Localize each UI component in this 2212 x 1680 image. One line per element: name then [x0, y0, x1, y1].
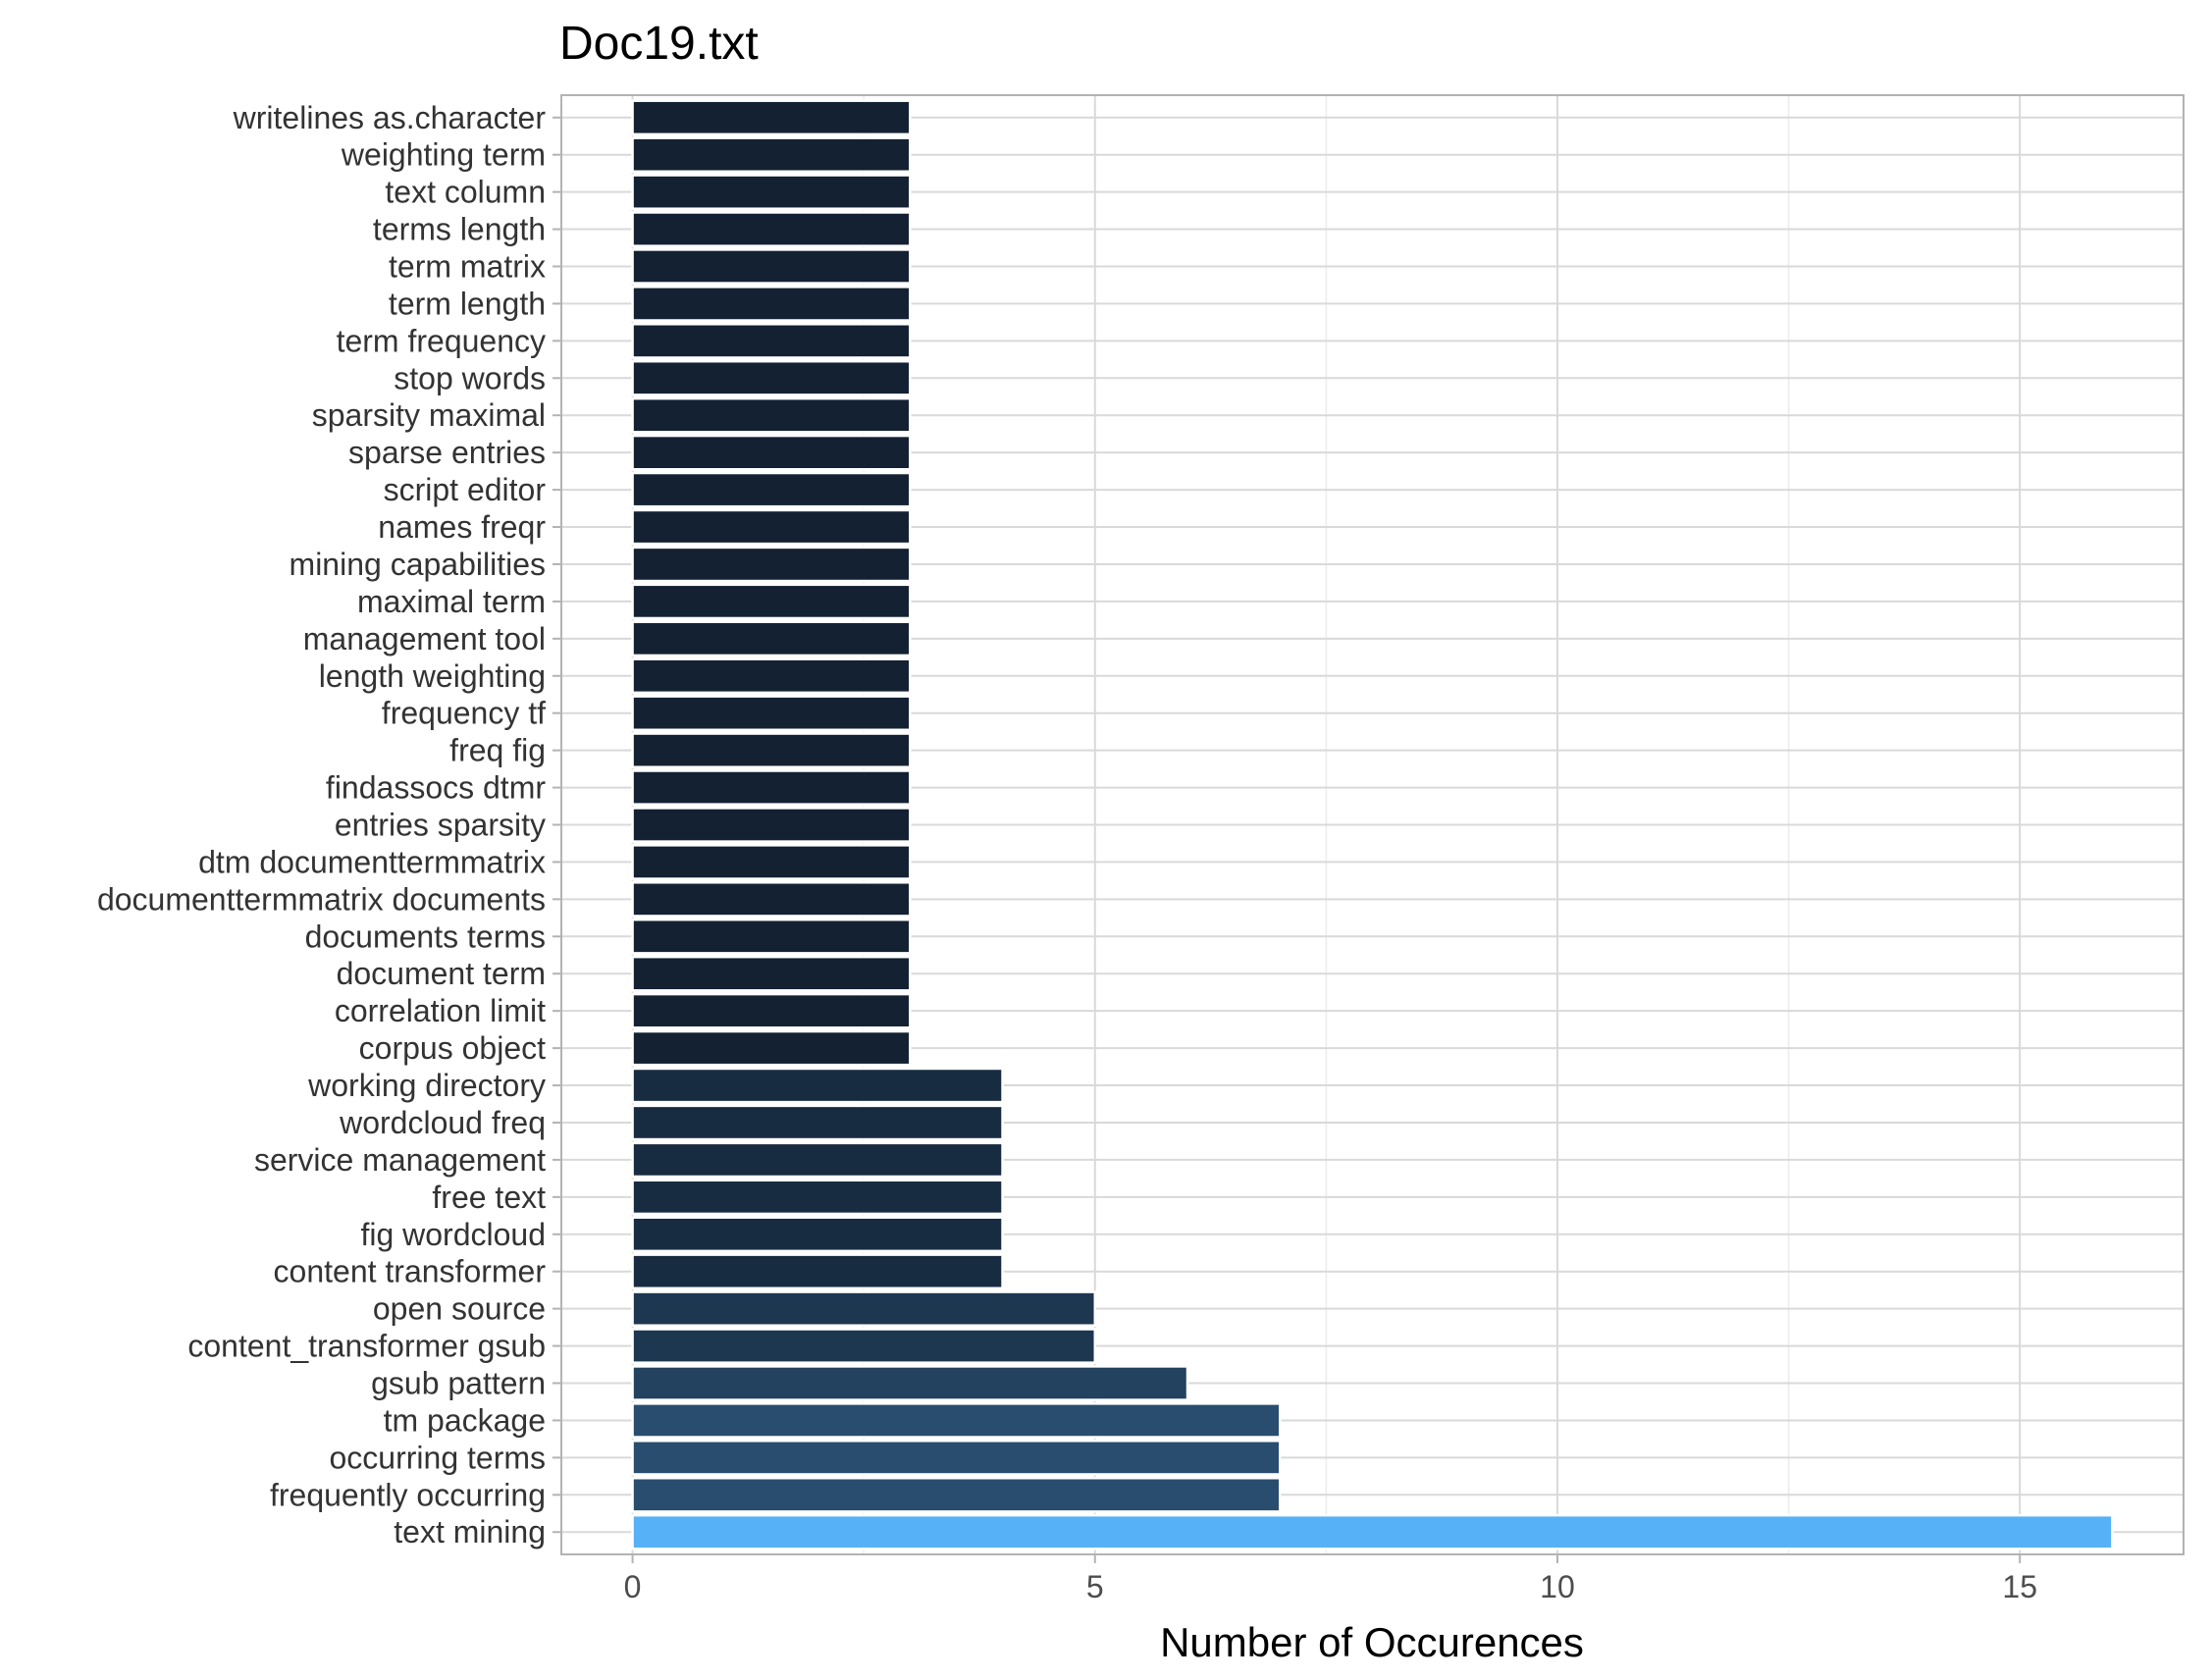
bar [631, 434, 912, 471]
bar [631, 918, 912, 955]
y-tick-label: script editor [384, 472, 547, 507]
bar [631, 1328, 1097, 1364]
y-tick-label: corpus object [359, 1030, 546, 1066]
x-axis-title: Number of Occurences [1160, 1619, 1584, 1665]
y-tick-label: content_transformer gsub [187, 1329, 546, 1364]
bar [631, 732, 912, 768]
bar [631, 471, 912, 508]
bars [631, 99, 2114, 1550]
y-tick-label: sparse entries [348, 435, 546, 470]
y-tick-label: frequently occurring [270, 1477, 546, 1512]
x-tick-label: 10 [1540, 1569, 1575, 1604]
bar [631, 1402, 1282, 1439]
bar [631, 695, 912, 732]
x-axis-ticks: 0 5 10 15 [624, 1554, 2037, 1604]
bar [631, 248, 912, 285]
bar [631, 657, 912, 695]
bar [631, 844, 912, 880]
y-tick-label: entries sparsity [335, 808, 546, 843]
bar [631, 136, 912, 174]
y-tick-label: tm package [384, 1402, 546, 1438]
bar [631, 620, 912, 657]
bar [631, 1067, 1004, 1104]
y-tick-label: service management [254, 1142, 546, 1178]
bar [631, 1179, 1004, 1216]
y-tick-label: text mining [394, 1514, 546, 1549]
bar [631, 546, 912, 583]
bar [631, 286, 912, 322]
y-tick-label: free text [432, 1180, 546, 1215]
y-tick-label: text column [385, 175, 546, 210]
bar [631, 1440, 1282, 1476]
chart-title: Doc19.txt [559, 18, 759, 70]
bar [631, 1029, 912, 1067]
bar [631, 1476, 1282, 1513]
y-tick-label: freq fig [449, 733, 546, 768]
bar [631, 769, 912, 806]
y-tick-label: document term [337, 956, 546, 991]
y-tick-label: correlation limit [335, 993, 546, 1028]
y-tick-label: writelines as.character [233, 100, 547, 135]
y-tick-label: open source [373, 1291, 546, 1327]
y-tick-label: sparsity maximal [312, 397, 546, 433]
y-tick-label: content transformer [274, 1254, 547, 1289]
bar [631, 1365, 1189, 1401]
bar [631, 99, 912, 136]
bar [631, 807, 912, 843]
bar [631, 992, 912, 1029]
bar [631, 1104, 1004, 1141]
x-tick-label: 15 [2002, 1569, 2037, 1604]
bar [631, 508, 912, 546]
y-tick-label: names freqr [378, 509, 546, 545]
bar [631, 955, 912, 992]
y-tick-label: stop words [394, 360, 546, 395]
bar [631, 323, 912, 359]
y-tick-label: mining capabilities [290, 547, 546, 582]
y-tick-label: management tool [303, 621, 546, 656]
y-tick-label: findassocs dtmr [326, 770, 546, 806]
y-tick-label: term frequency [337, 323, 546, 358]
y-tick-label: gsub pattern [371, 1366, 546, 1401]
bar [631, 396, 912, 434]
y-tick-label: working directory [307, 1068, 546, 1103]
bar [631, 211, 912, 247]
y-tick-label: dtm documenttermmatrix [198, 844, 546, 879]
y-tick-label: weighting term [341, 137, 546, 173]
y-tick-label: documenttermmatrix documents [97, 881, 546, 917]
bar [631, 1216, 1004, 1253]
bar [631, 359, 912, 396]
y-tick-label: maximal term [357, 584, 546, 619]
y-tick-label: frequency tf [382, 696, 546, 731]
y-tick-label: terms length [373, 212, 546, 247]
x-tick-label: 5 [1086, 1569, 1104, 1604]
bar [631, 1513, 2114, 1550]
y-tick-label: wordcloud freq [339, 1105, 546, 1140]
x-tick-label: 0 [624, 1569, 642, 1604]
y-tick-label: fig wordcloud [360, 1217, 546, 1252]
bar [631, 174, 912, 210]
y-tick-label: term matrix [389, 248, 546, 284]
bar [631, 583, 912, 620]
bar [631, 881, 912, 918]
y-tick-label: term length [389, 286, 546, 321]
bar [631, 1253, 1004, 1290]
y-tick-label: documents terms [305, 919, 546, 954]
bar [631, 1141, 1004, 1179]
y-tick-label: length weighting [319, 658, 546, 694]
bar [631, 1290, 1097, 1327]
y-tick-label: occurring terms [330, 1440, 547, 1475]
